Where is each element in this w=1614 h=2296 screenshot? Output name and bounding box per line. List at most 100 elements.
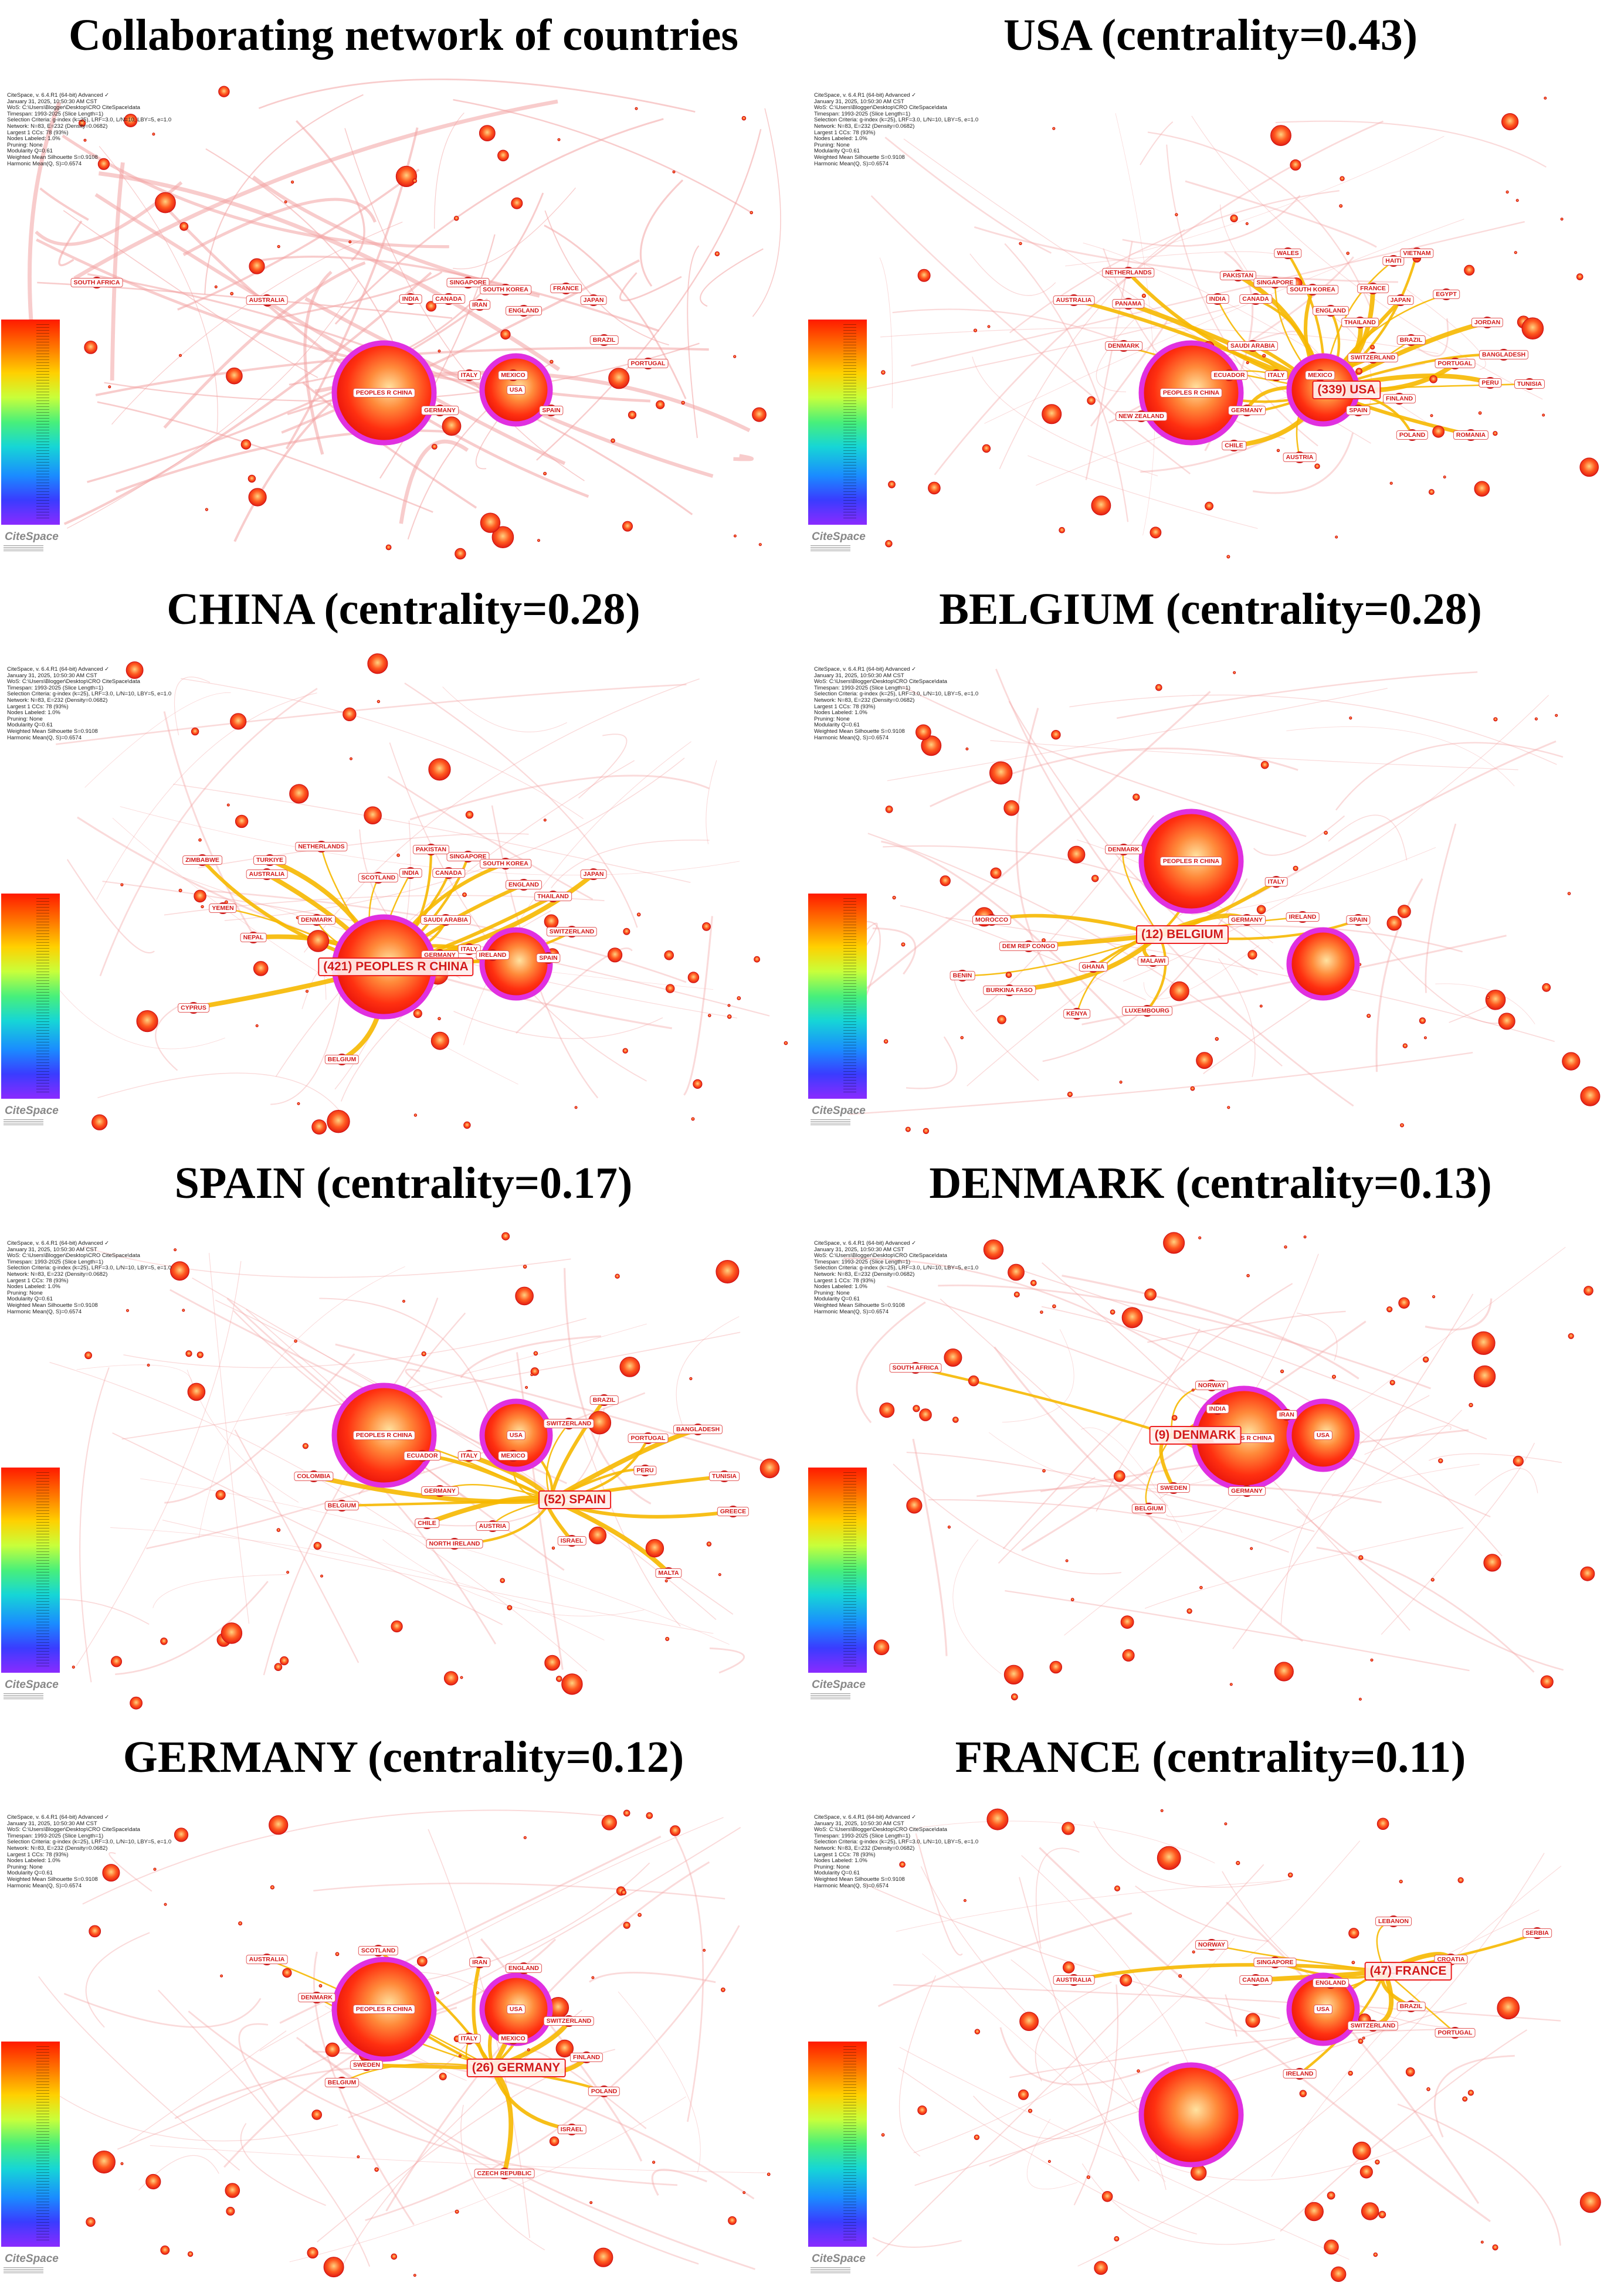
country-node [240, 439, 252, 450]
country-node [1227, 1106, 1230, 1109]
node-label-japan: JAPAN [580, 296, 607, 305]
collaboration-link [73, 99, 558, 280]
info-line: Selection Criteria: g-index (k=25), LRF=… [814, 1265, 979, 1272]
info-line: Harmonic Mean(Q, S)=0.6574 [7, 1308, 82, 1315]
collaboration-link [296, 120, 365, 261]
country-node [1087, 396, 1096, 405]
country-node [126, 661, 144, 679]
country-node [1469, 1402, 1473, 1408]
info-line: Modularity Q=0.61 [7, 722, 53, 729]
country-node [1011, 1693, 1018, 1701]
collaboration-link [1375, 878, 1423, 1072]
highlight-link [915, 1366, 1172, 1437]
country-node [687, 972, 700, 983]
country-node [1580, 1566, 1595, 1581]
country-node [1120, 1615, 1134, 1629]
node-label-vietnam: VIETNAM [1400, 249, 1434, 258]
info-line: Harmonic Mean(Q, S)=0.6574 [814, 734, 889, 741]
country-node [1003, 1665, 1024, 1684]
country-node [1580, 1086, 1601, 1106]
panel-title: FRANCE (centrality=0.11) [955, 1733, 1466, 1782]
collaboration-link [940, 1298, 1169, 1507]
collaboration-link [898, 1975, 937, 2157]
node-label-bangladesh: BANGLADESH [673, 1425, 723, 1434]
collaboration-link [1397, 2103, 1561, 2246]
node-label-sweden: SWEDEN [1157, 1483, 1191, 1493]
collaboration-link [344, 128, 585, 481]
country-node [885, 806, 893, 813]
collaboration-link [258, 78, 696, 113]
country-node [759, 1458, 780, 1479]
collaboration-link [1073, 1984, 1118, 2206]
country-node [1362, 2036, 1365, 2040]
node-label-pakistan: PAKISTAN [1219, 271, 1257, 280]
node-label-ireland: IRELAND [1286, 912, 1320, 922]
country-node [1348, 1928, 1359, 1939]
country-node [530, 1367, 540, 1376]
legend-ticks [843, 2046, 856, 2242]
country-node [108, 385, 111, 389]
country-node [198, 838, 202, 842]
link-layer [864, 1821, 1562, 2267]
country-node [182, 1309, 185, 1312]
info-line: January 31, 2025, 10:50:30 AM CST [7, 1820, 97, 1827]
collaboration-link [536, 128, 762, 461]
info-line: Largest 1 CCs: 78 (93%) [7, 1277, 69, 1284]
country-node [221, 1622, 243, 1644]
collaboration-link [1081, 1427, 1183, 1533]
collaboration-link [99, 688, 318, 977]
country-node [439, 2073, 447, 2081]
info-line: CiteSpace, v. 6.4.R1 (64-bit) Advanced ✓ [814, 1240, 917, 1247]
panel-title: SPAIN (centrality=0.17) [174, 1159, 633, 1208]
info-line: Nodes Labeled: 1.0% [7, 1857, 60, 1864]
country-node [442, 416, 462, 436]
country-node [1389, 481, 1393, 485]
collaboration-link [1096, 317, 1137, 393]
timeline-color-legend [808, 2042, 867, 2247]
collaboration-link [1065, 251, 1286, 267]
info-line: Modularity Q=0.61 [814, 1296, 860, 1303]
collaboration-link [915, 1833, 963, 1956]
info-line: Modularity Q=0.61 [814, 1870, 860, 1877]
country-node [1513, 1455, 1524, 1467]
collaboration-link [313, 1882, 725, 1900]
logo-underline [811, 1693, 850, 1699]
country-node [1028, 2108, 1033, 2113]
collaboration-link [733, 454, 754, 461]
info-line: WoS: C:\Users\Blogger\Desktop\CRO CiteSp… [814, 104, 947, 111]
country-node [1121, 1307, 1143, 1329]
country-node [664, 1579, 668, 1582]
node-label-kenya: KENYA [1063, 1009, 1090, 1018]
country-node [1199, 1585, 1203, 1589]
country-node [973, 328, 978, 332]
country-node [220, 1974, 223, 1978]
node-label-spain: SPAIN [1346, 406, 1371, 415]
collaboration-link [1203, 984, 1333, 1074]
country-node [1430, 1578, 1435, 1582]
country-node [1324, 2239, 1339, 2255]
country-node [608, 947, 623, 963]
country-node [253, 961, 269, 976]
country-node [915, 724, 931, 741]
country-node [1327, 2191, 1335, 2200]
collaboration-link [945, 917, 1555, 1042]
info-line: WoS: C:\Users\Blogger\Desktop\CRO CiteSp… [814, 1826, 947, 1833]
node-label-switzerland: SWITZERLAND [543, 1419, 595, 1428]
country-node [733, 355, 737, 358]
node-label-belgium: BELGIUM [324, 1055, 360, 1064]
country-node [235, 814, 249, 828]
citespace-logo: CiteSpace [812, 1105, 866, 1117]
node-label-italy: ITALY [457, 1451, 481, 1461]
country-node [881, 370, 886, 375]
collaboration-link [155, 1003, 182, 1071]
country-node [97, 158, 110, 170]
info-line: Network: N=83, E=232 (Density=0.0682) [7, 1271, 108, 1278]
node-label-greece: GREECE [717, 1507, 750, 1516]
collaboration-link [1135, 1885, 1269, 1942]
collaboration-link [1123, 695, 1549, 982]
country-node [374, 2167, 379, 2172]
collaboration-link [899, 2047, 1349, 2260]
collaboration-link [995, 668, 1354, 1107]
collaboration-link [387, 776, 594, 901]
country-node [430, 1031, 449, 1050]
